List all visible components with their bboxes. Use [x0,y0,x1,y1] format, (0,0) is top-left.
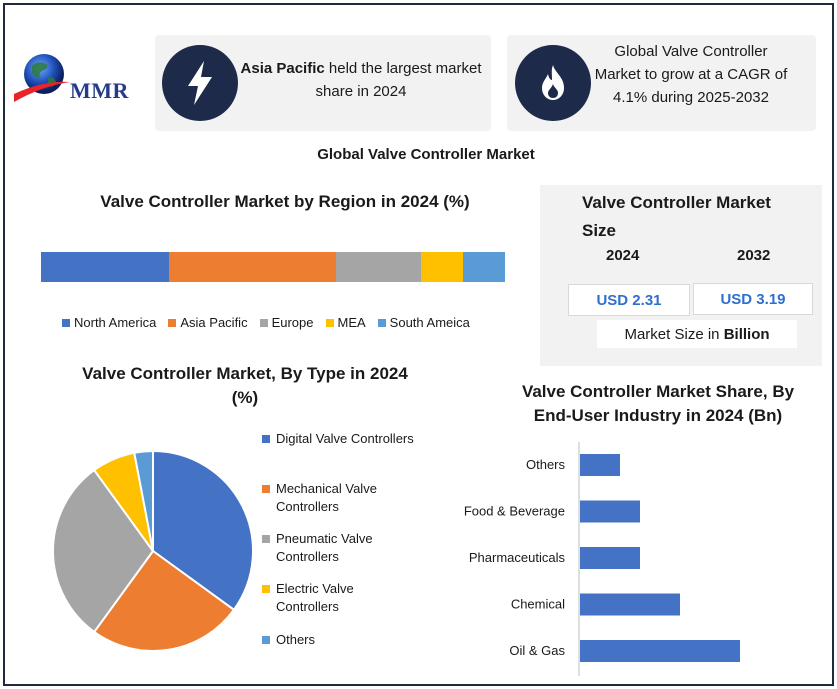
lightning-icon [162,45,238,121]
region-legend-item: Europe [259,315,314,330]
market-size-note-plain: Market Size in [624,325,720,343]
type-legend-label: Digital Valve Controllers [276,430,414,448]
end-user-category-label: Chemical [511,597,565,612]
legend-swatch [262,485,270,493]
type-chart-title: Valve Controller Market, By Type in 2024… [82,364,408,407]
region-legend-item: South Ameica [377,315,470,330]
region-segment-south-ameica [463,252,505,282]
region-legend: North America Asia Pacific Europe MEA South … [62,315,470,330]
pie-slice-mechanical-valve-controllers [92,549,236,652]
region-highlight-card: Asia Pacific held the largest market sha… [155,35,491,131]
type-legend-item: Digital Valve Controllers [262,430,462,448]
type-legend-item: Pneumatic Valve Controllers [262,530,462,566]
infographic-frame [3,3,834,686]
region-legend-label: MEA [337,315,366,330]
market-size-note-bold: Billion [723,325,770,343]
region-segment-mea [421,252,464,282]
type-legend-label: Mechanical Valve Controllers [276,480,377,516]
flame-icon [515,45,591,121]
type-legend-line: Controllers [276,599,339,614]
end-user-bar-pharmaceuticals [580,547,640,569]
region-legend-item: North America [62,315,156,330]
region-highlight-text: Asia Pacific held the largest market sha… [239,57,483,103]
type-legend-label: Others [276,631,315,649]
market-size-note: Market Size in Billion [597,320,797,348]
region-stacked-bar [41,252,505,282]
year-2024-label: 2024 [606,247,640,264]
pie-slice-pneumatic-valve-controllers [52,468,155,634]
region-legend-label: Europe [271,315,314,330]
region-legend-label: North America [74,315,157,330]
end-user-category-label: Food & Beverage [464,504,565,519]
legend-swatch [325,318,334,327]
type-legend-item: Mechanical Valve Controllers [262,480,462,516]
cagr-card: Global Valve Controller Market to grow a… [507,35,816,131]
end-user-bar-others [580,454,620,476]
value-2024: USD 2.31 [568,284,690,316]
legend-swatch [262,636,270,644]
logo-text: MMR [70,78,129,103]
type-legend-line: Digital Valve Controllers [276,431,414,446]
region-highlight-bold: Asia Pacific [240,60,325,77]
end-user-category-label: Oil & Gas [509,643,565,658]
type-legend-item: Others [262,631,462,649]
region-legend-label: South Ameica [389,315,470,330]
type-legend-line: Controllers [276,499,339,514]
region-legend-item: MEA [325,315,366,330]
region-segment-asia-pacific [168,252,336,282]
main-title: Global Valve Controller Market [317,146,535,163]
legend-swatch [262,435,270,443]
end-user-bar-food-beverage [580,500,640,523]
end-user-chart-title: Valve Controller Market Share, By End-Us… [521,382,795,425]
region-segment-europe [335,252,422,282]
type-legend-line: Electric Valve [276,581,354,596]
pie-slice-others [133,450,154,552]
end-user-category-label: Others [526,457,566,472]
legend-swatch [377,318,386,327]
legend-swatch [262,535,270,543]
market-size-title: Valve Controller Market Size [582,193,771,240]
region-legend-item: Asia Pacific [168,315,248,330]
year-2032-label: 2032 [737,247,771,264]
region-legend-label: Asia Pacific [180,315,248,330]
region-highlight-rest: held the largest market share in 2024 [315,60,482,100]
type-legend-line: Pneumatic Valve [276,531,373,546]
cagr-text: Global Valve Controller Market to grow a… [594,43,788,106]
legend-swatch [262,585,270,593]
type-legend-label: Electric Valve Controllers [276,580,354,616]
type-legend-line: Mechanical Valve [276,481,377,496]
type-pie-chart [52,450,254,652]
end-user-bar-oil-gas [580,640,740,662]
end-user-category-label: Pharmaceuticals [469,550,566,565]
type-legend-line: Others [276,632,316,647]
globe-icon [14,54,70,102]
end-user-bar-chart: Others Food & Beverage Pharmaceuticals Chem… [464,442,740,676]
region-chart-title: Valve Controller Market by Region in 202… [100,192,470,211]
legend-swatch [62,318,70,327]
value-2032: USD 3.19 [693,283,813,315]
end-user-bar-chemical [580,593,680,616]
pie-slice-digital-valve-controllers [152,450,254,612]
type-legend-label: Pneumatic Valve Controllers [276,530,373,566]
mmr-logo: MMR [12,50,144,106]
type-legend-item: Electric Valve Controllers [262,580,462,616]
legend-swatch [259,318,268,327]
type-legend-line: Controllers [276,549,339,564]
region-segment-north-america [41,252,169,282]
legend-swatch [168,318,177,327]
